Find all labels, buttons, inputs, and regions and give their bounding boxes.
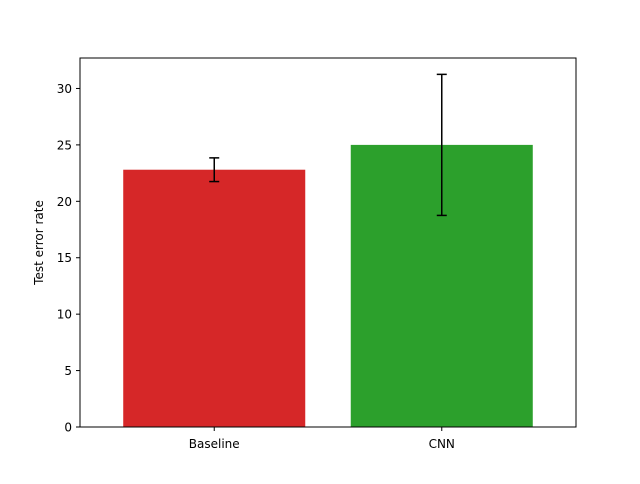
bar-baseline xyxy=(123,169,306,428)
x-axis: Baseline CNN xyxy=(189,427,455,451)
x-tick-label: CNN xyxy=(429,437,455,451)
y-tick-label: 25 xyxy=(57,138,72,152)
y-tick-label: 15 xyxy=(57,251,72,265)
plot-frame xyxy=(79,57,577,428)
bars-layer xyxy=(123,144,533,428)
y-axis: 0 5 10 15 20 25 30 xyxy=(57,82,80,435)
x-tick-label: Baseline xyxy=(189,437,240,451)
y-tick-label: 0 xyxy=(64,421,72,435)
error-bars-layer xyxy=(209,73,447,217)
y-tick-label: 20 xyxy=(57,195,72,209)
error-bar-cnn xyxy=(436,73,447,217)
y-axis-label: Test error rate xyxy=(32,200,46,286)
error-bar-baseline xyxy=(209,157,220,183)
y-tick-label: 10 xyxy=(57,308,72,322)
y-tick-label: 30 xyxy=(57,82,72,96)
y-tick-label: 5 xyxy=(64,364,72,378)
